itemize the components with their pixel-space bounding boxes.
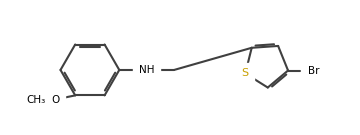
Text: NH: NH: [139, 65, 154, 75]
Text: Br: Br: [308, 65, 319, 75]
Text: S: S: [242, 68, 249, 78]
Text: O: O: [51, 95, 60, 105]
Text: CH₃: CH₃: [26, 95, 46, 105]
